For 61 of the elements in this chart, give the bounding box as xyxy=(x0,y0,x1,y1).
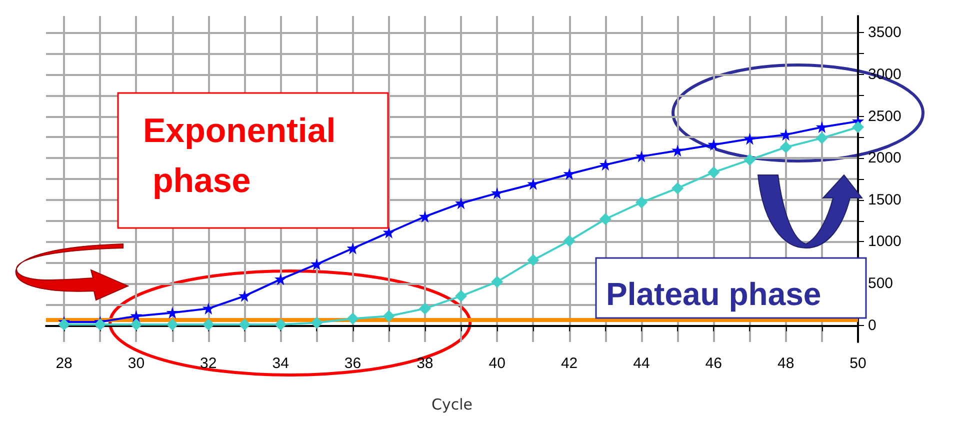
point xyxy=(672,182,684,194)
point xyxy=(166,318,178,330)
y-tick-label: 2500 xyxy=(868,108,902,125)
point xyxy=(491,276,504,288)
x-tick-label: 38 xyxy=(416,355,434,372)
y-tick-label: 1500 xyxy=(868,191,902,208)
point xyxy=(202,318,214,330)
x-tick-label: 40 xyxy=(488,355,506,372)
point xyxy=(310,316,323,329)
point xyxy=(635,150,648,162)
point xyxy=(780,128,792,141)
x-tick-label: 36 xyxy=(344,355,362,372)
x-tick-label: 34 xyxy=(272,355,289,372)
y-tick-label: 2000 xyxy=(868,150,902,167)
x-tick-label: 46 xyxy=(705,355,722,372)
point xyxy=(238,318,250,330)
point xyxy=(130,310,142,322)
point xyxy=(346,312,359,325)
x-tick-label: 30 xyxy=(128,355,145,372)
x-tick-label: 44 xyxy=(633,355,650,372)
x-tick-label: 50 xyxy=(850,355,866,372)
point xyxy=(708,138,720,151)
point xyxy=(130,318,142,330)
point xyxy=(527,254,540,266)
point xyxy=(527,178,540,190)
point xyxy=(744,132,756,145)
y-tick-label: 0 xyxy=(868,316,876,334)
point xyxy=(816,132,828,144)
point xyxy=(202,302,214,315)
point xyxy=(708,166,720,178)
point xyxy=(382,310,395,322)
point xyxy=(599,213,612,226)
x-tick-label: 48 xyxy=(777,355,794,372)
point xyxy=(94,318,106,330)
point xyxy=(382,226,395,238)
point xyxy=(166,306,178,319)
point xyxy=(744,154,756,166)
point xyxy=(238,290,250,302)
x-axis-title: Cycle xyxy=(432,396,472,414)
point xyxy=(58,318,70,330)
point xyxy=(563,234,576,247)
annotation: Plateau phase xyxy=(606,276,822,312)
y-tick-label: 3500 xyxy=(868,24,902,42)
annotation: Exponential phase xyxy=(143,112,336,200)
x-tick-label: 42 xyxy=(560,355,578,372)
point xyxy=(418,210,431,223)
x-tick-label: 28 xyxy=(56,355,72,372)
x-tick-label: 32 xyxy=(200,355,217,372)
point xyxy=(672,144,684,157)
point xyxy=(852,121,864,134)
point xyxy=(635,196,648,208)
point xyxy=(274,318,287,330)
point xyxy=(418,302,431,315)
point xyxy=(780,141,792,154)
point xyxy=(346,242,359,254)
point xyxy=(310,258,323,270)
y-tick-label: 500 xyxy=(868,274,894,292)
point xyxy=(274,273,287,286)
y-tick-label: 1000 xyxy=(868,233,902,250)
point xyxy=(816,121,828,134)
point xyxy=(455,290,468,302)
